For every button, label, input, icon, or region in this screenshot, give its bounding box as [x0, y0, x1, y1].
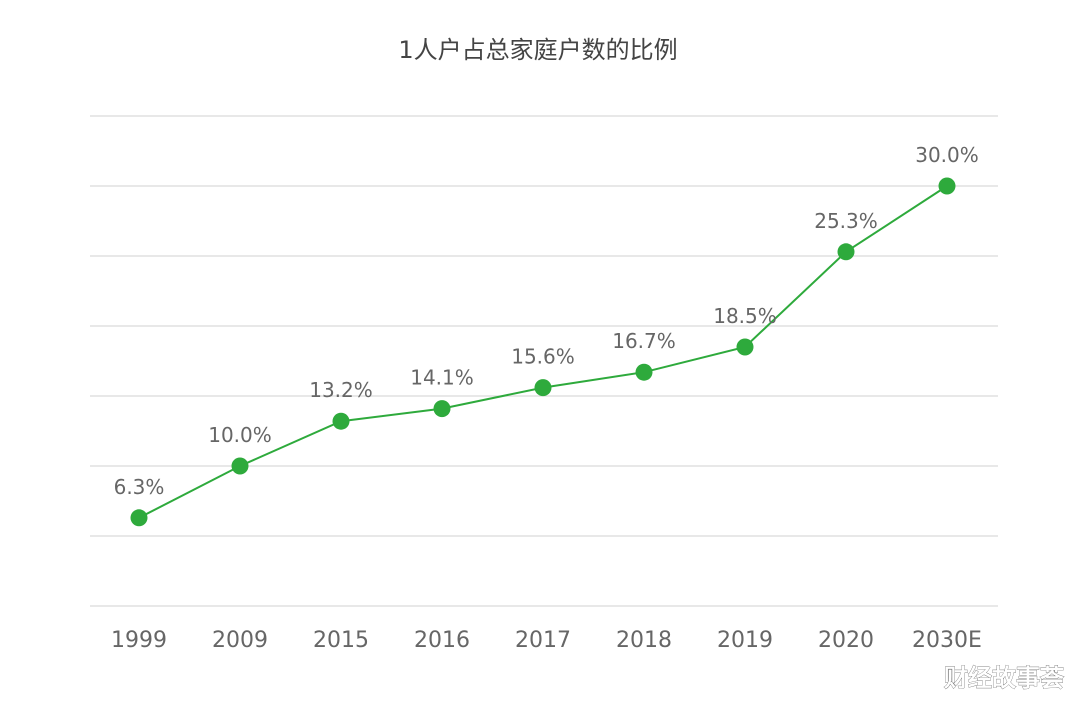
chart-title: 1人户占总家庭户数的比例: [398, 36, 677, 64]
data-label: 15.6%: [511, 345, 575, 369]
x-tick-label: 2009: [212, 628, 268, 653]
data-point: [332, 412, 350, 430]
x-tick-label: 2018: [616, 628, 672, 653]
data-point: [736, 338, 754, 356]
data-label: 16.7%: [612, 329, 676, 353]
watermark-text: 财经故事荟: [944, 664, 1064, 692]
data-point: [433, 400, 451, 418]
x-tick-label: 2019: [717, 628, 773, 653]
x-tick-label: 2015: [313, 628, 369, 653]
x-tick-label: 2016: [414, 628, 470, 653]
data-label: 25.3%: [814, 209, 878, 233]
data-labels: 6.3% 10.0% 13.2% 14.1% 15.6% 16.7% 18.5% 25.3% 3…: [114, 143, 979, 499]
series-layer: [130, 177, 956, 527]
x-tick-label: 1999: [111, 628, 167, 653]
x-tick-label: 2030E: [912, 628, 982, 653]
data-point: [130, 509, 148, 527]
data-point: [534, 379, 552, 397]
data-label: 13.2%: [309, 378, 373, 402]
data-point: [837, 243, 855, 261]
x-tick-label: 2020: [818, 628, 874, 653]
x-axis-ticks: 1999 2009 2015 2016 2017 2018 2019 2020 2030E: [111, 628, 982, 653]
data-label: 14.1%: [410, 366, 474, 390]
data-label: 18.5%: [713, 304, 777, 328]
data-label: 30.0%: [915, 143, 979, 167]
data-point: [231, 457, 249, 475]
data-point: [938, 177, 956, 195]
data-point: [635, 363, 653, 381]
x-tick-label: 2017: [515, 628, 571, 653]
data-label: 10.0%: [208, 423, 272, 447]
data-label: 6.3%: [114, 475, 165, 499]
